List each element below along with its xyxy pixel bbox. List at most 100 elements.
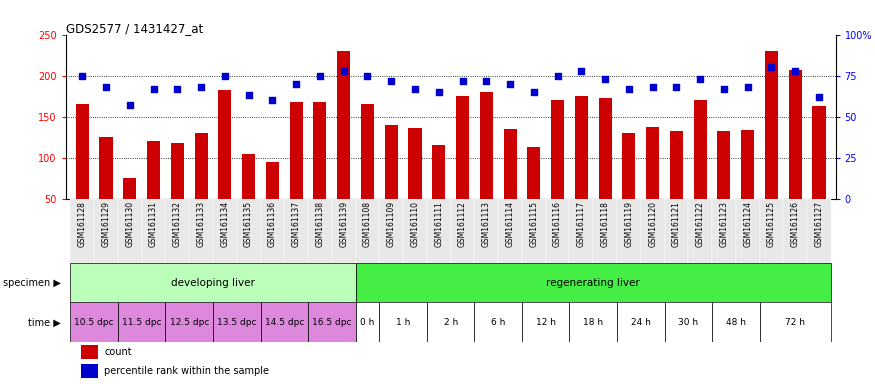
Bar — [718, 131, 731, 199]
Text: 0 h: 0 h — [360, 318, 374, 327]
Bar — [646, 127, 659, 199]
Point — [123, 102, 136, 108]
Bar — [355, 303, 380, 342]
Bar — [813, 106, 825, 199]
Text: specimen ▶: specimen ▶ — [4, 278, 61, 288]
Bar — [694, 100, 707, 199]
Bar — [783, 199, 807, 263]
Text: time ▶: time ▶ — [29, 317, 61, 327]
Point — [75, 73, 89, 79]
Text: GSM161135: GSM161135 — [244, 200, 253, 247]
Text: GSM161124: GSM161124 — [743, 200, 752, 247]
Text: 12 h: 12 h — [536, 318, 556, 327]
Point — [431, 89, 445, 95]
Text: GSM161118: GSM161118 — [600, 200, 610, 247]
Bar — [380, 199, 403, 263]
Text: GSM161137: GSM161137 — [291, 200, 301, 247]
Point — [812, 94, 826, 100]
Text: 13.5 dpc: 13.5 dpc — [217, 318, 256, 327]
Bar — [551, 100, 564, 199]
Bar — [689, 199, 712, 263]
Text: GSM161113: GSM161113 — [482, 200, 491, 247]
Bar — [432, 146, 445, 199]
Bar — [308, 303, 355, 342]
Bar — [189, 199, 213, 263]
Bar — [242, 154, 256, 199]
Bar — [760, 199, 783, 263]
Bar — [118, 303, 165, 342]
Bar — [575, 96, 588, 199]
Bar — [237, 199, 261, 263]
Text: GSM161127: GSM161127 — [815, 200, 823, 247]
Bar — [503, 129, 516, 199]
Bar — [70, 303, 118, 342]
Text: 1 h: 1 h — [396, 318, 410, 327]
Point — [408, 86, 422, 92]
Point — [242, 92, 256, 98]
Bar — [480, 92, 493, 199]
Bar — [76, 104, 88, 199]
Text: GSM161139: GSM161139 — [340, 200, 348, 247]
Bar — [617, 303, 664, 342]
Bar — [219, 89, 231, 199]
Bar — [741, 130, 754, 199]
Text: 6 h: 6 h — [491, 318, 506, 327]
Text: 30 h: 30 h — [678, 318, 698, 327]
Bar — [522, 199, 546, 263]
Bar — [546, 199, 570, 263]
Bar — [337, 51, 350, 199]
Bar — [528, 147, 541, 199]
Text: GSM161114: GSM161114 — [506, 200, 514, 247]
Text: GSM161111: GSM161111 — [434, 200, 444, 247]
Bar — [360, 104, 374, 199]
Text: GSM161128: GSM161128 — [78, 200, 87, 247]
Text: 72 h: 72 h — [785, 318, 805, 327]
Bar — [451, 199, 474, 263]
Text: GSM161116: GSM161116 — [553, 200, 562, 247]
Bar — [313, 102, 326, 199]
Point — [550, 73, 564, 79]
Point — [360, 73, 374, 79]
Bar — [123, 178, 136, 199]
Text: GSM161110: GSM161110 — [410, 200, 419, 247]
Point — [646, 84, 660, 90]
Text: GSM161120: GSM161120 — [648, 200, 657, 247]
Bar — [593, 199, 617, 263]
Point — [765, 64, 779, 70]
Bar — [355, 199, 380, 263]
Point — [574, 68, 588, 74]
Bar — [498, 199, 522, 263]
Text: GSM161115: GSM161115 — [529, 200, 538, 247]
Text: 12.5 dpc: 12.5 dpc — [170, 318, 209, 327]
Bar — [81, 364, 98, 378]
Point — [218, 73, 232, 79]
Point — [99, 84, 113, 90]
Text: 48 h: 48 h — [725, 318, 746, 327]
Bar — [290, 102, 303, 199]
Point — [717, 86, 731, 92]
Text: GSM161109: GSM161109 — [387, 200, 396, 247]
Point — [171, 86, 185, 92]
Point — [384, 78, 398, 84]
Bar — [712, 303, 760, 342]
Bar — [456, 96, 469, 199]
Text: GSM161133: GSM161133 — [197, 200, 206, 247]
Bar — [70, 263, 355, 303]
Bar — [409, 128, 422, 199]
Bar — [403, 199, 427, 263]
Bar — [474, 303, 522, 342]
Bar — [760, 303, 831, 342]
Point — [527, 89, 541, 95]
Bar — [165, 303, 213, 342]
Point — [337, 68, 351, 74]
Bar — [522, 303, 570, 342]
Point — [622, 86, 636, 92]
Bar — [474, 199, 498, 263]
Point — [598, 76, 612, 82]
Bar — [308, 199, 332, 263]
Text: GSM161119: GSM161119 — [625, 200, 634, 247]
Text: 14.5 dpc: 14.5 dpc — [264, 318, 304, 327]
Bar — [213, 199, 237, 263]
Bar — [266, 162, 279, 199]
Bar — [385, 125, 398, 199]
